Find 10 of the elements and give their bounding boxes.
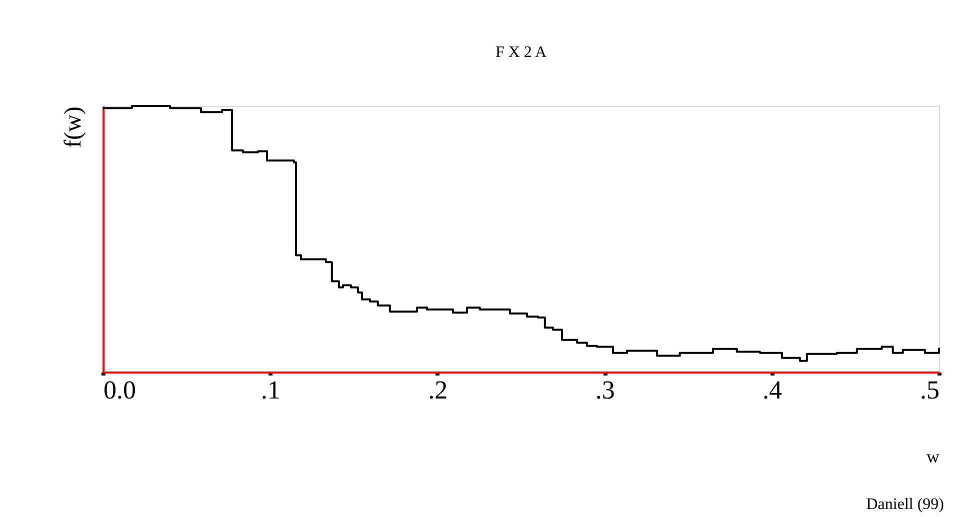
x-tick-label: .3 (595, 376, 615, 404)
x-axis-title: w (926, 446, 940, 466)
y-axis-title: f(w) (60, 106, 86, 148)
x-tick-label: 0.0 (104, 376, 136, 404)
x-tick-label: .5 (920, 376, 940, 404)
text: Daniell (99) (866, 496, 944, 513)
x-tick-label: .1 (260, 376, 280, 404)
x-tick-label: .2 (428, 376, 448, 404)
chart-title: F X 2 A (495, 44, 548, 61)
x-tick-label: .4 (762, 376, 782, 404)
